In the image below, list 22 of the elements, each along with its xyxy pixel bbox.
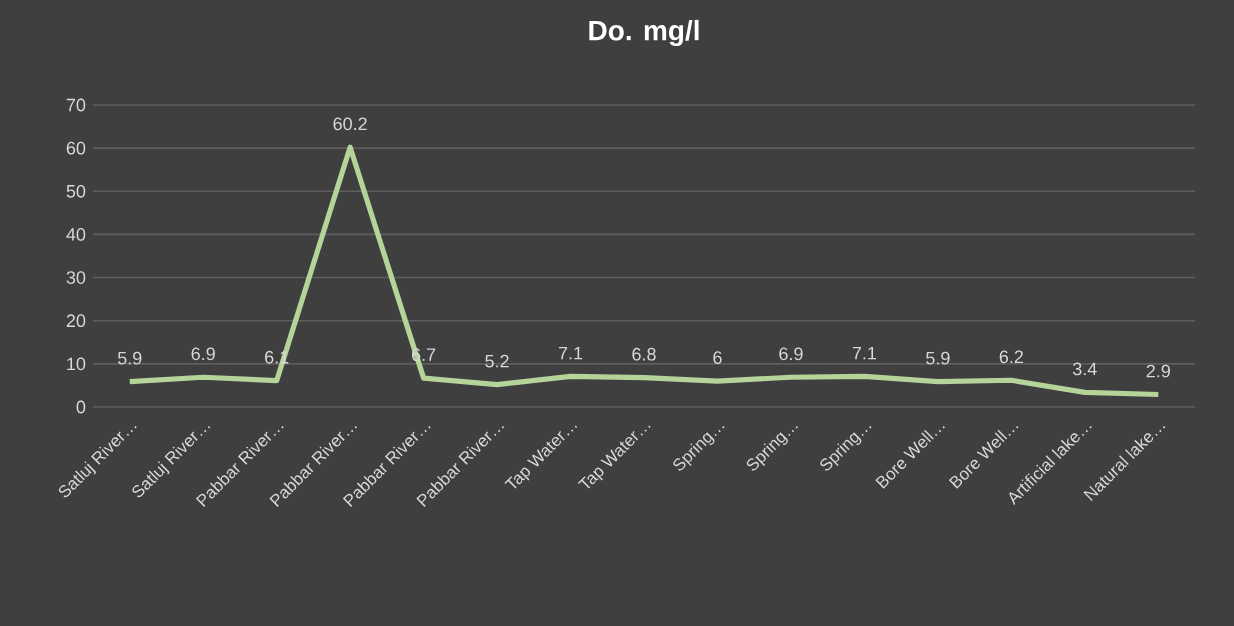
data-label: 6.2 [999,350,1023,364]
data-label: 6.9 [191,347,215,361]
y-tick-label: 70 [66,98,86,112]
y-tick-label: 0 [76,400,86,414]
data-label: 6 [713,351,722,365]
y-tick-label: 20 [66,314,86,328]
data-label: 3.4 [1073,362,1097,376]
data-label: 7.1 [852,346,877,360]
data-label: 5.9 [117,351,142,365]
y-tick-label: 50 [66,184,86,198]
data-label: 60.2 [333,117,367,131]
y-tick-label: 60 [66,141,86,155]
data-label: 6.8 [632,347,656,361]
y-tick-label: 10 [67,357,86,371]
data-label: 7.1 [558,346,583,360]
data-label: 6.9 [779,347,803,361]
data-label: 5.2 [485,354,509,368]
y-tick-label: 30 [66,271,86,284]
data-label: 2.9 [1146,364,1170,378]
chart-title: Do. mg/l [589,19,699,47]
data-label: 5.9 [926,351,950,365]
y-tick-label: 40 [66,228,86,241]
